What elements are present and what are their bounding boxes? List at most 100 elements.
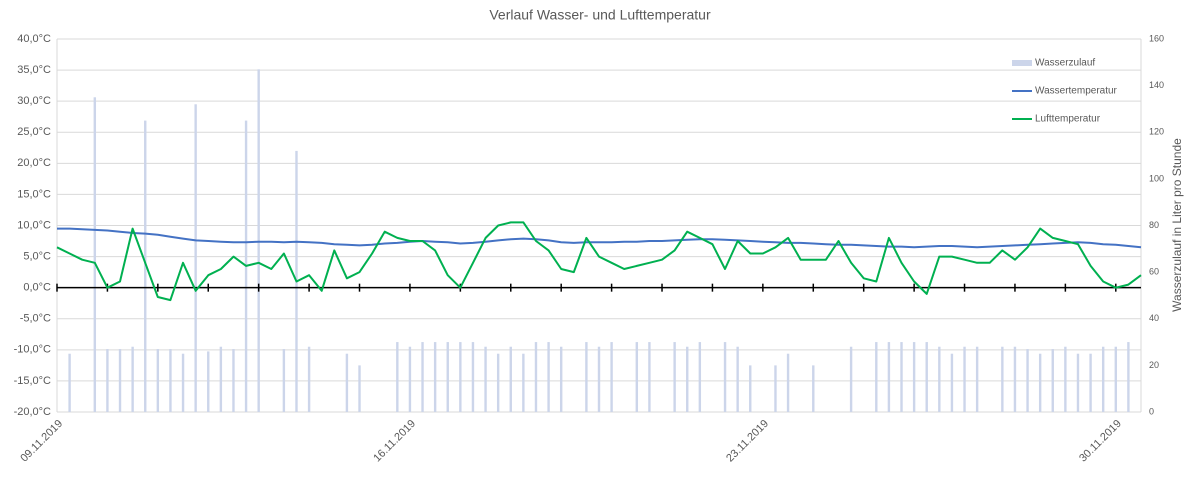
bar <box>232 349 235 412</box>
y-tick-label: -5,0°C <box>20 313 51 325</box>
bar <box>307 346 311 412</box>
x-tick-label: 16.11.2019 <box>371 418 418 465</box>
bar <box>1064 346 1067 412</box>
y-tick-label: 30,0°C <box>17 95 51 107</box>
bar <box>875 342 878 412</box>
bar <box>106 349 109 412</box>
bar <box>686 346 689 412</box>
y-tick-label: 35,0°C <box>17 64 51 76</box>
y-tick-label: 40,0°C <box>17 33 51 45</box>
y-tick-label: 25,0°C <box>17 126 51 138</box>
bar <box>509 346 512 412</box>
bar <box>358 365 361 412</box>
bar <box>433 342 437 412</box>
bar <box>471 342 475 412</box>
bar <box>1051 349 1054 412</box>
bar <box>484 346 487 412</box>
bar <box>786 353 790 412</box>
y2-tick-label: 100 <box>1149 173 1164 183</box>
bar <box>900 342 903 412</box>
y2-axis-label: Wasserzulauf in Liter pro Stunde <box>1170 138 1184 312</box>
bar <box>1127 342 1130 412</box>
y-tick-label: 20,0°C <box>17 157 51 169</box>
bar <box>559 346 563 412</box>
bar <box>345 353 349 412</box>
y-tick-label: 10,0°C <box>17 219 51 231</box>
y2-tick-label: 120 <box>1149 127 1164 137</box>
bar <box>925 342 928 412</box>
y2-tick-label: 160 <box>1149 33 1164 43</box>
y2-tick-label: 140 <box>1149 80 1164 90</box>
bar <box>648 342 651 412</box>
bar <box>1001 346 1004 412</box>
legend-label: Lufttemperatur <box>1035 114 1101 125</box>
bar <box>194 104 197 413</box>
bar <box>207 351 210 412</box>
legend-label: Wassertemperatur <box>1035 86 1118 97</box>
bar <box>169 349 172 412</box>
legend-swatch <box>1012 60 1032 66</box>
y2-tick-label: 60 <box>1149 267 1159 277</box>
bar <box>93 97 97 412</box>
bar <box>1114 346 1117 412</box>
bar <box>698 342 702 412</box>
bar <box>534 342 538 412</box>
bar <box>585 342 588 412</box>
bar <box>156 349 160 412</box>
bar <box>812 365 815 412</box>
y-tick-label: -10,0°C <box>14 344 51 356</box>
bar <box>181 353 185 412</box>
bar <box>610 342 613 412</box>
bar <box>1076 353 1080 412</box>
y-tick-label: -20,0°C <box>14 406 51 418</box>
bar <box>459 342 462 412</box>
chart-title: Verlauf Wasser- und Lufttemperatur <box>489 7 711 23</box>
bar <box>849 346 853 412</box>
bar <box>522 353 525 412</box>
bar <box>1101 346 1105 412</box>
bar <box>144 120 147 412</box>
bar <box>963 346 966 412</box>
bar <box>118 349 122 412</box>
line <box>56 221 1142 302</box>
bar <box>635 342 639 412</box>
bar <box>68 353 71 412</box>
bar <box>496 353 500 412</box>
bar <box>257 69 260 413</box>
y-tick-label: 0,0°C <box>23 282 51 294</box>
y2-tick-label: 80 <box>1149 220 1159 230</box>
y-tick-label: -15,0°C <box>14 375 51 387</box>
bar <box>547 342 550 412</box>
bar <box>131 346 134 412</box>
bar <box>597 346 601 412</box>
bar <box>975 346 979 412</box>
bar <box>736 346 739 412</box>
bar <box>408 346 412 412</box>
bar <box>1013 346 1017 412</box>
bar <box>1038 353 1042 412</box>
bar <box>673 342 676 412</box>
x-tick-label: 09.11.2019 <box>18 418 65 465</box>
y2-tick-label: 20 <box>1149 360 1159 370</box>
bar <box>421 342 424 412</box>
legend-label: Wasserzulauf <box>1035 58 1095 69</box>
y2-tick-label: 40 <box>1149 313 1159 323</box>
y2-tick-label: 0 <box>1149 406 1154 416</box>
y-tick-label: 5,0°C <box>23 250 51 262</box>
bar <box>912 342 916 412</box>
line <box>57 227 1142 249</box>
bar <box>282 349 286 412</box>
x-tick-label: 23.11.2019 <box>724 418 771 465</box>
bar <box>1026 349 1029 412</box>
bar <box>749 365 752 412</box>
bar <box>950 353 954 412</box>
bar <box>887 342 891 412</box>
bar <box>1089 353 1092 412</box>
bar <box>219 346 223 412</box>
x-tick-label: 30.11.2019 <box>1077 418 1124 465</box>
y-tick-label: 15,0°C <box>17 188 51 200</box>
bar <box>774 365 777 412</box>
bar <box>723 342 727 412</box>
bar <box>938 346 941 412</box>
